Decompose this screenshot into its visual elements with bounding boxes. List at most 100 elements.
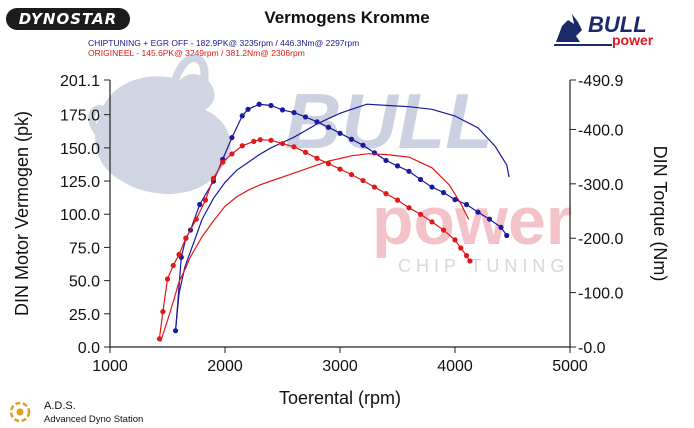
data-point [229,151,235,157]
data-point [498,224,504,230]
y-left-tick-label: 25.0 [69,307,100,324]
data-point [156,336,163,342]
data-point [172,328,179,334]
y-left-tick-label: 175.0 [60,108,100,125]
footer-subtitle: Advanced Dyno Station [44,414,144,425]
watermark: BULL power CHIP TUNING [88,54,572,276]
data-point [197,201,203,208]
bull-watermark-icon [88,54,231,194]
data-point [475,209,481,215]
data-point [406,205,412,211]
y-right-tick-label: -300.0 [578,177,623,194]
data-point [314,155,320,161]
data-point [383,191,389,197]
data-point [229,134,235,141]
data-point [210,175,217,181]
data-point [257,137,263,143]
data-point [239,143,245,149]
data-point [245,106,251,112]
bull-logo-text: BULL [588,12,647,37]
data-point [348,171,355,178]
data-point [504,232,510,239]
watermark-power-text: power [372,183,572,259]
data-point [202,197,209,203]
data-point [394,163,401,169]
y-right-tick-label: -490.9 [578,73,623,90]
x-tick-label: 2000 [207,358,243,375]
series-line-torque-3 [158,139,471,339]
x-tick-label: 1000 [92,358,128,375]
data-point [360,177,366,184]
data-point [325,124,332,130]
data-point [268,137,274,143]
y-left-tick-label: 201.1 [60,73,100,90]
watermark-bull-text: BULL [285,77,493,165]
x-tick-label: 4000 [437,358,473,375]
data-point [291,144,297,150]
data-point [337,166,343,172]
y-left-tick-label: 100.0 [60,207,100,224]
legend-tuned: CHIPTUNING + EGR OFF - 182.9PK@ 3235rpm … [88,38,360,48]
data-point [463,201,470,208]
data-point [429,184,435,190]
data-point [463,253,470,259]
data-point [314,119,320,125]
y-left-tick-label: 50.0 [69,274,100,291]
data-point [279,107,286,113]
data-point [302,114,309,120]
y-left-tick-label: 150.0 [60,141,100,158]
data-point [394,197,401,203]
y-left-tick-label: 75.0 [69,240,100,257]
x-tick-label: 3000 [322,358,358,375]
data-point [452,197,458,203]
data-point [176,251,182,258]
data-point [170,262,176,269]
data-point [360,142,366,148]
data-point [371,184,378,190]
data-point [406,168,412,174]
dynostar-logo: DYNOSTAR [6,8,130,30]
data-point [183,235,189,241]
y-right-tick-label: -0.0 [578,340,606,357]
data-point [467,258,473,264]
ads-logo-icon [9,401,31,423]
data-point [440,189,447,196]
y-right-tick-label: -100.0 [578,286,623,303]
x-tick-label: 5000 [552,358,588,375]
data-point [383,157,389,164]
data-point [251,138,257,145]
bull-logo-icon [556,14,582,42]
footer-title: A.D.S. [44,400,76,412]
data-point [486,216,493,222]
data-point [160,309,166,315]
bull-logo-sub: power [612,32,654,48]
data-point [268,102,274,109]
data-point [452,237,458,243]
y-right-tick-label: -200.0 [578,231,623,248]
legend-original: ORIGINEEL - 145.6PK@ 3249rpm / 381.2Nm@ … [88,48,305,58]
data-point [220,159,226,165]
data-point [279,140,286,147]
series-line-power-2 [160,153,470,342]
y-right-axis-label: DIN Torque (Nm) [650,146,670,282]
data-point [337,130,343,136]
data-point [239,113,245,119]
data-point [417,211,424,217]
data-point [256,101,262,107]
data-point [164,276,171,282]
y-left-tick-label: 125.0 [60,174,100,191]
data-point [325,161,332,167]
ads-logo [9,401,31,423]
data-point [440,227,447,233]
data-point [193,216,199,222]
data-point [348,136,355,142]
data-point [429,219,435,225]
data-point [302,149,309,155]
series-line-power-0 [175,103,510,330]
data-point [458,245,464,251]
x-axis-label: Toerental (rpm) [279,388,401,408]
data-point [291,109,297,116]
bull-power-logo: BULL power [554,12,654,48]
y-right-tick-label: -400.0 [578,122,623,139]
